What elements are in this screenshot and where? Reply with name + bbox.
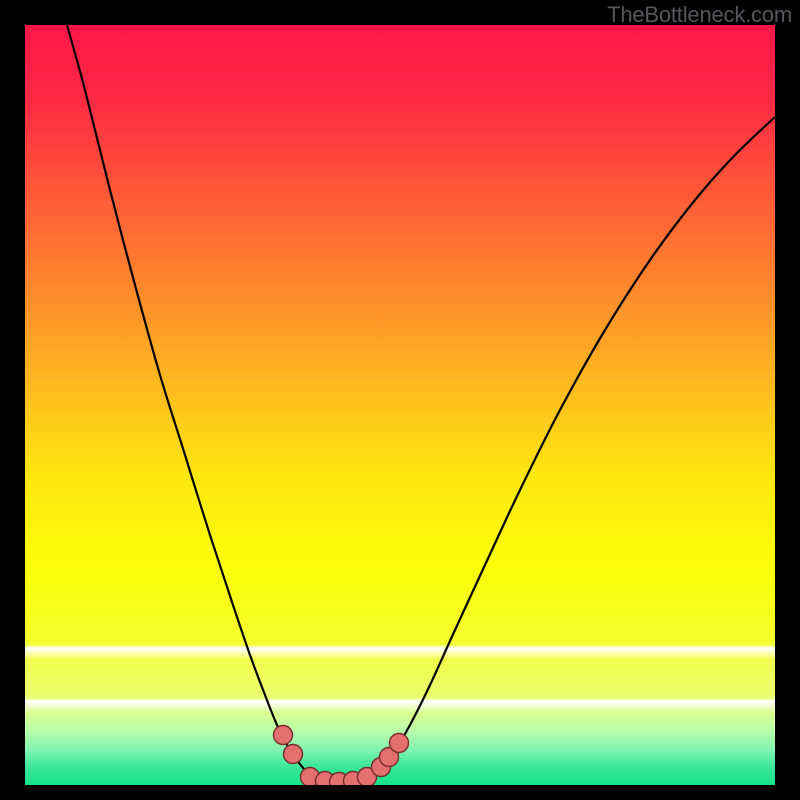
data-marker [284, 745, 303, 764]
chart-svg [25, 25, 775, 785]
data-marker [274, 726, 293, 745]
watermark-text: TheBottleneck.com [607, 2, 792, 28]
curve-left [67, 25, 335, 782]
curve-right [345, 117, 775, 782]
plot-area [25, 25, 775, 785]
data-marker [390, 734, 409, 753]
